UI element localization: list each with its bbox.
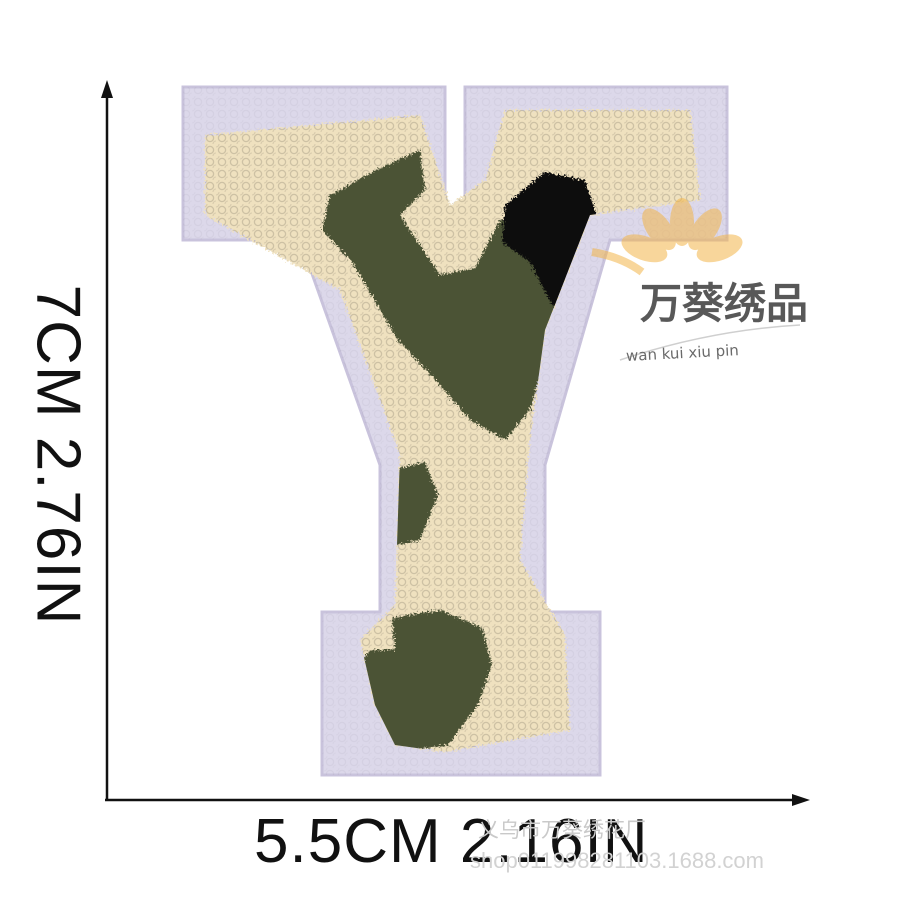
height-dimension-arrow <box>101 80 113 800</box>
width-dimension-label: 5.5CM 2.16IN <box>254 807 649 876</box>
height-dimension-label: 7CM 2.76IN <box>23 284 93 626</box>
watermark-shop-name: 义乌市万葵绣花厂 <box>478 819 646 842</box>
width-dimension-arrow <box>105 794 810 806</box>
watermark-shop-url: shop011998281103.1688.com <box>470 848 764 873</box>
sunflower-icon <box>591 198 743 276</box>
watermark-brand-name: 万葵绣品 <box>640 279 809 328</box>
